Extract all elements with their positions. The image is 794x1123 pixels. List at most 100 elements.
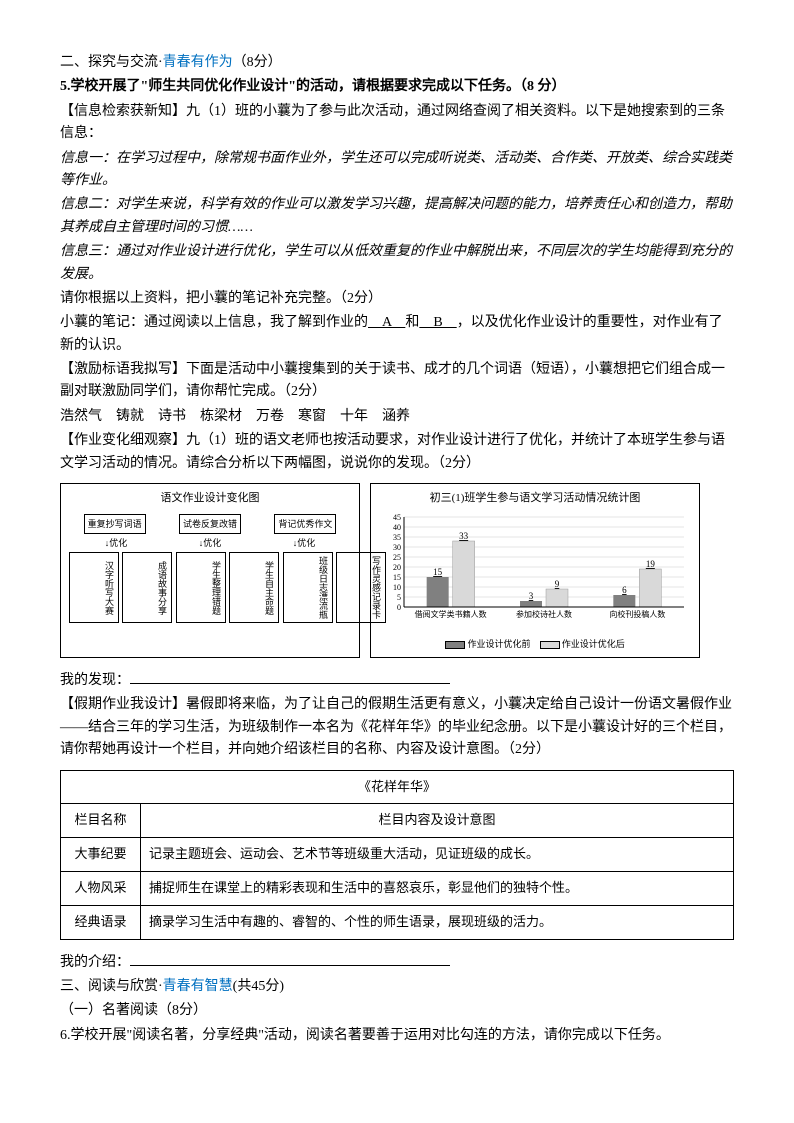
info3-label: 信息三： [60, 244, 116, 259]
barchart: 初三(1)班学生参与语文学习活动情况统计图 051015202530354045… [370, 483, 700, 658]
flow-bot2b: 学生自主命题 [229, 552, 279, 623]
row2-name: 经典语录 [61, 905, 141, 939]
note-pre: 小蘘的笔记：通过阅读以上信息，我了解到作业的 [60, 315, 368, 330]
couplet-intro: 【激励标语我拟写】下面是活动中小蘘搜集到的关于读书、成才的几个词语（短语），小蘘… [60, 359, 734, 404]
barchart-title: 初三(1)班学生参与语文学习活动情况统计图 [379, 490, 691, 508]
table-row: 大事纪要 记录主题班会、运动会、艺术节等班级重大活动，见证班级的成长。 [61, 838, 734, 872]
legend-after: 作业设计优化后 [562, 639, 625, 649]
table-header2: 栏目内容及设计意图 [141, 804, 734, 838]
svg-text:6: 6 [622, 585, 627, 595]
flow-bot3a: 班级日志漂流瓶 [283, 552, 333, 623]
info3: 信息三：通过对作业设计进行优化，学生可以从低效重复的作业中解脱出来，不同层次的学… [60, 241, 734, 286]
info2-label: 信息二： [60, 197, 116, 212]
charts-row: 语文作业设计变化图 重复抄写词语 试卷反复改错 背记优秀作文 ↓优化 ↓优化 ↓… [60, 483, 734, 658]
section3-heading: 三、阅读与欣赏·青春有智慧(共45分) [60, 976, 734, 998]
row2-desc: 摘录学习生活中有趣的、睿智的、个性的师生语录，展现班级的活力。 [141, 905, 734, 939]
svg-text:5: 5 [397, 593, 401, 602]
arrow-label2: 优化 [203, 538, 221, 548]
row0-desc: 记录主题班会、运动会、艺术节等班级重大活动，见证班级的成长。 [141, 838, 734, 872]
table-header1: 栏目名称 [61, 804, 141, 838]
s3-heading-pre: 三、阅读与欣赏· [60, 979, 163, 994]
svg-text:9: 9 [555, 579, 560, 589]
barchart-svg: 0510152025303540451533借阅文学类书籍人数39参加校诗社人数… [379, 512, 689, 627]
svg-text:3: 3 [529, 591, 534, 601]
discovery-label: 我的发现： [60, 673, 130, 688]
q6-prompt: 6.学校开展"阅读名著，分享经典"活动，阅读名著要善于运用对比勾连的方法，请你完… [60, 1025, 734, 1047]
svg-text:0: 0 [397, 603, 401, 612]
intro-label: 我的介绍： [60, 955, 130, 970]
couplet-words: 浩然气 铸就 诗书 栋梁材 万卷 寒窗 十年 涵养 [60, 406, 734, 428]
table-title-row: 《花样年华》 [61, 770, 734, 804]
svg-text:借阅文学类书籍人数: 借阅文学类书籍人数 [415, 609, 487, 619]
flow-top1: 重复抄写词语 [84, 514, 146, 534]
subflow2: 学生整理错题 学生自主命题 [176, 552, 279, 623]
main-table: 《花样年华》 栏目名称 栏目内容及设计意图 大事纪要 记录主题班会、运动会、艺术… [60, 770, 734, 940]
observe-intro: 【作业变化细观察】九（1）班的语文老师也按活动要求，对作业设计进行了优化，并统计… [60, 430, 734, 475]
flow-bottom-row: 汉字听写大赛 成语故事分享 学生整理错题 学生自主命题 班级日志漂流瓶 写作灵感… [69, 552, 351, 623]
info1-text: 在学习过程中，除常规书面作业外，学生还可以完成听说类、活动类、合作类、开放类、综… [60, 151, 732, 188]
svg-text:15: 15 [393, 573, 401, 582]
section3-sub1: （一）名著阅读（8分） [60, 1000, 734, 1022]
blank-a[interactable]: A [368, 312, 405, 334]
svg-text:33: 33 [459, 531, 469, 541]
note-mid: 和 [405, 315, 419, 330]
svg-text:参加校诗社人数: 参加校诗社人数 [516, 609, 572, 619]
svg-text:40: 40 [393, 523, 401, 532]
svg-text:30: 30 [393, 543, 401, 552]
info3-text: 通过对作业设计进行优化，学生可以从低效重复的作业中解脱出来，不同层次的学生均能得… [60, 244, 732, 281]
row0-name: 大事纪要 [61, 838, 141, 872]
legend: 作业设计优化前 作业设计优化后 [379, 637, 691, 651]
summer-intro: 【假期作业我设计】暑假即将来临，为了让自己的假期生活更有意义，小蘘决定给自己设计… [60, 694, 734, 761]
flow-top2: 试卷反复改错 [179, 514, 241, 534]
info2: 信息二：对学生来说，科学有效的作业可以激发学习兴趣，提高解决问题的能力，培养责任… [60, 194, 734, 239]
arrow3: ↓优化 [279, 536, 329, 550]
svg-text:19: 19 [646, 559, 656, 569]
info1: 信息一：在学习过程中，除常规书面作业外，学生还可以完成听说类、活动类、合作类、开… [60, 148, 734, 193]
info1-label: 信息一： [60, 151, 116, 166]
s3-heading-blue: 青春有智慧 [163, 979, 233, 994]
heading-score: （8分） [233, 55, 282, 70]
flowchart: 语文作业设计变化图 重复抄写词语 试卷反复改错 背记优秀作文 ↓优化 ↓优化 ↓… [60, 483, 360, 658]
svg-text:10: 10 [393, 583, 401, 592]
svg-text:35: 35 [393, 533, 401, 542]
heading-blue: 青春有作为 [163, 55, 233, 70]
flow-bot2a: 学生整理错题 [176, 552, 226, 623]
table-row: 经典语录 摘录学习生活中有趣的、睿智的、个性的师生语录，展现班级的活力。 [61, 905, 734, 939]
flow-bot1b: 成语故事分享 [122, 552, 172, 623]
q5-prompt: 5.学校开展了"师生共同优化作业设计"的活动，请根据要求完成以下任务。（8 分） [60, 76, 734, 98]
flow-bot1a: 汉字听写大赛 [69, 552, 119, 623]
legend-swatch-after [540, 641, 560, 649]
arrow-label3: 优化 [297, 538, 315, 548]
s3-heading-score: (共45分) [233, 979, 284, 994]
legend-swatch-before [445, 641, 465, 649]
svg-text:15: 15 [433, 567, 443, 577]
section2-heading: 二、探究与交流·青春有作为（8分） [60, 52, 734, 74]
svg-text:25: 25 [393, 553, 401, 562]
arrow2: ↓优化 [185, 536, 235, 550]
info-intro: 【信息检索获新知】九（1）班的小蘘为了参与此次活动，通过网络查阅了相关资料。以下… [60, 101, 734, 146]
row1-desc: 捕捉师生在课堂上的精彩表现和生活中的喜怒哀乐，彰显他们的独特个性。 [141, 871, 734, 905]
table-header-row: 栏目名称 栏目内容及设计意图 [61, 804, 734, 838]
blank-b[interactable]: B [419, 312, 456, 334]
flow-arrows: ↓优化 ↓优化 ↓优化 [69, 536, 351, 550]
svg-text:20: 20 [393, 563, 401, 572]
table-title: 《花样年华》 [61, 770, 734, 804]
note-prompt: 请你根据以上资料，把小蘘的笔记补充完整。（2分） [60, 288, 734, 310]
heading-pre: 二、探究与交流· [60, 55, 163, 70]
my-intro: 我的介绍： [60, 948, 734, 974]
arrow-label1: 优化 [109, 538, 127, 548]
discovery: 我的发现： [60, 666, 734, 692]
row1-name: 人物风采 [61, 871, 141, 905]
subflow1: 汉字听写大赛 成语故事分享 [69, 552, 172, 623]
discovery-blank[interactable] [130, 666, 450, 684]
info2-text: 对学生来说，科学有效的作业可以激发学习兴趣，提高解决问题的能力，培养责任心和创造… [60, 197, 732, 234]
note-content: 小蘘的笔记：通过阅读以上信息，我了解到作业的 A 和 B ，以及优化作业设计的重… [60, 312, 734, 357]
arrow1: ↓优化 [91, 536, 141, 550]
flow-top-row: 重复抄写词语 试卷反复改错 背记优秀作文 [69, 514, 351, 534]
intro-blank[interactable] [130, 948, 450, 966]
flow-top3: 背记优秀作文 [274, 514, 336, 534]
flowchart-title: 语文作业设计变化图 [69, 490, 351, 508]
svg-text:45: 45 [393, 513, 401, 522]
svg-text:向校刊投稿人数: 向校刊投稿人数 [609, 609, 665, 619]
table-row: 人物风采 捕捉师生在课堂上的精彩表现和生活中的喜怒哀乐，彰显他们的独特个性。 [61, 871, 734, 905]
